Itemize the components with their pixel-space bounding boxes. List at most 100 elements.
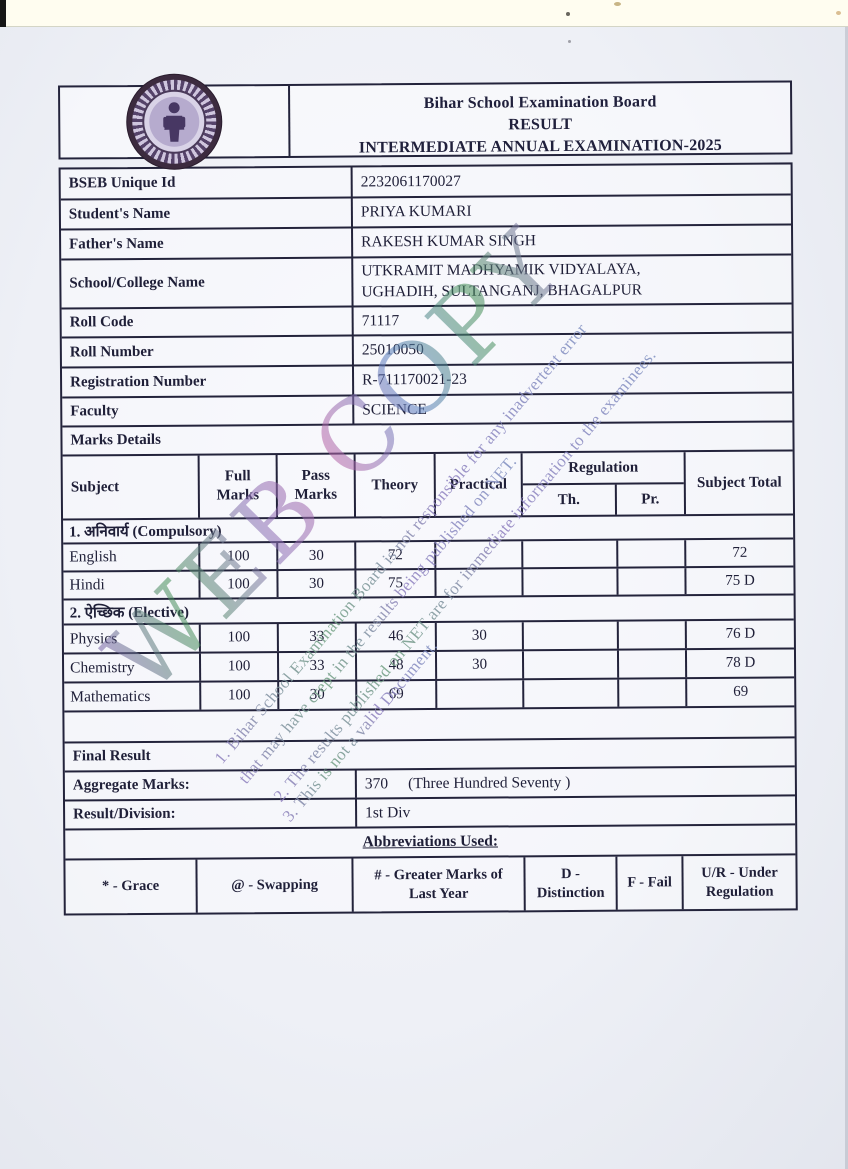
regulation-th [523, 650, 620, 679]
regulation-th [524, 679, 620, 708]
field-value: 25010050 [361, 341, 424, 359]
title-block: Bihar School Examination Board RESULT IN… [290, 82, 790, 156]
scan-speck [568, 40, 571, 43]
col-regulation: Regulation [522, 452, 684, 486]
practical-marks [437, 680, 525, 708]
regulation-pr [618, 540, 687, 567]
field-value: 71117 [361, 311, 400, 329]
regulation-th [523, 568, 619, 596]
theory-marks: 72 [356, 541, 437, 569]
scan-speck [614, 2, 621, 6]
practical-marks [436, 541, 524, 568]
result-table: BSEB Unique Id 2232061170027 Student's N… [58, 162, 798, 916]
section-title: 1. अनिवार्य (Compulsory) [69, 523, 222, 541]
document-header: Bihar School Examination Board RESULT IN… [58, 74, 793, 170]
scan-corner-artifact [0, 0, 6, 27]
theory-marks: 48 [356, 651, 438, 680]
subject-name: Chemistry [63, 653, 202, 682]
subject-total: 69 [733, 683, 749, 700]
practical-marks [436, 569, 524, 596]
regulation-pr [618, 568, 687, 595]
field-value: 2232061170027 [360, 172, 461, 190]
col-full-marks: Full Marks [199, 455, 279, 518]
marks-table-header: Subject Full Marks Pass Marks Theory Pra… [62, 451, 794, 521]
aggregate-label: Aggregate Marks: [64, 770, 357, 800]
logo-cell [60, 74, 291, 170]
scan-edge-shadow [845, 27, 848, 1169]
subject-name: English [63, 543, 201, 571]
division-value: 1st Div [365, 803, 411, 821]
bseb-seal-icon [126, 74, 222, 170]
field-label: Faculty [62, 396, 355, 426]
division-label: Result/Division: [65, 799, 358, 829]
bseb-unique-id-row: BSEB Unique Id 2232061170027 [60, 164, 791, 201]
subject-name: Mathematics [64, 682, 202, 711]
col-subject-total: Subject Total [696, 474, 782, 491]
full-marks: 100 [200, 543, 279, 570]
field-value: UTKRAMIT MADHYAMIK VIDYALAYA, UGHADIH, S… [361, 260, 643, 300]
result-document: Bihar School Examination Board RESULT IN… [58, 74, 798, 916]
pass-marks: 30 [278, 570, 357, 598]
aggregate-value: 370 [364, 774, 389, 792]
field-value: R-711170021-23 [362, 370, 467, 389]
field-label: Roll Number [61, 336, 354, 367]
subject-total: 78 D [725, 654, 756, 671]
theory-marks: 69 [357, 680, 438, 709]
field-label: School/College Name [61, 258, 354, 308]
col-subject: Subject [62, 455, 201, 519]
scanner-top-band [0, 0, 848, 27]
school-name-row: School/College Name UTKRAMIT MADHYAMIK V… [61, 255, 792, 310]
scan-speck [566, 12, 570, 16]
subject-name: Physics [63, 624, 201, 653]
subject-name: Hindi [63, 571, 201, 599]
aggregate-value-cell: 370 (Three Hundred Seventy ) [357, 767, 795, 797]
final-result-label: Final Result [72, 747, 151, 765]
scan-speck [836, 11, 841, 15]
regulation-th [523, 540, 619, 568]
regulation-th [523, 621, 619, 650]
pass-marks: 33 [278, 623, 357, 652]
seal-figure-icon [163, 102, 186, 142]
regulation-pr [618, 621, 687, 649]
field-label: Father's Name [61, 228, 354, 259]
abbr-fail: F - Fail [617, 856, 684, 910]
abbr-under-regulation: U/R - Under Regulation [701, 864, 778, 900]
regulation-pr [619, 679, 688, 707]
col-practical: Practical [435, 453, 524, 516]
full-marks: 100 [200, 571, 279, 598]
subject-total: 72 [732, 544, 748, 561]
field-value: PRIYA KUMARI [360, 202, 472, 221]
subject-total: 76 D [725, 625, 756, 642]
abbr-grace: * - Grace [65, 859, 198, 914]
col-theory: Theory [355, 453, 437, 517]
field-value: SCIENCE [362, 400, 427, 418]
field-label: BSEB Unique Id [60, 167, 353, 199]
practical-marks: 30 [436, 622, 524, 650]
pass-marks: 33 [278, 652, 358, 681]
pass-marks: 30 [278, 542, 357, 570]
aggregate-words: (Three Hundred Seventy ) [408, 773, 571, 792]
subject-total: 75 D [725, 572, 755, 589]
theory-marks: 46 [356, 622, 437, 651]
field-label: Registration Number [61, 366, 355, 397]
abbreviations-row: * - Grace @ - Swapping # - Greater Marks… [65, 855, 795, 914]
abbr-distinction: D - Distinction [525, 856, 618, 911]
field-label: Student's Name [60, 198, 354, 229]
abbr-swapping: @ - Swapping [197, 858, 354, 913]
regulation-pr [618, 650, 688, 678]
exam-title: INTERMEDIATE ANNUAL EXAMINATION-2025 [358, 137, 723, 157]
col-regulation-th: Th. [522, 484, 617, 516]
field-label: Roll Code [61, 307, 354, 337]
empty-spacer-row [64, 707, 795, 744]
section-title: 2. ऐच्छिक (Elective) [69, 604, 190, 621]
abbreviations-title: Abbreviations Used: [362, 832, 499, 851]
practical-marks: 30 [436, 651, 525, 679]
marks-details-label: Marks Details [70, 431, 161, 449]
theory-marks: 75 [356, 569, 437, 597]
field-value: RAKESH KUMAR SINGH [361, 232, 536, 251]
pass-marks: 30 [279, 681, 358, 710]
col-regulation-group: Regulation Th. Pr. [522, 452, 687, 516]
full-marks: 100 [200, 624, 279, 652]
col-pass-marks: Pass Marks [277, 454, 357, 518]
